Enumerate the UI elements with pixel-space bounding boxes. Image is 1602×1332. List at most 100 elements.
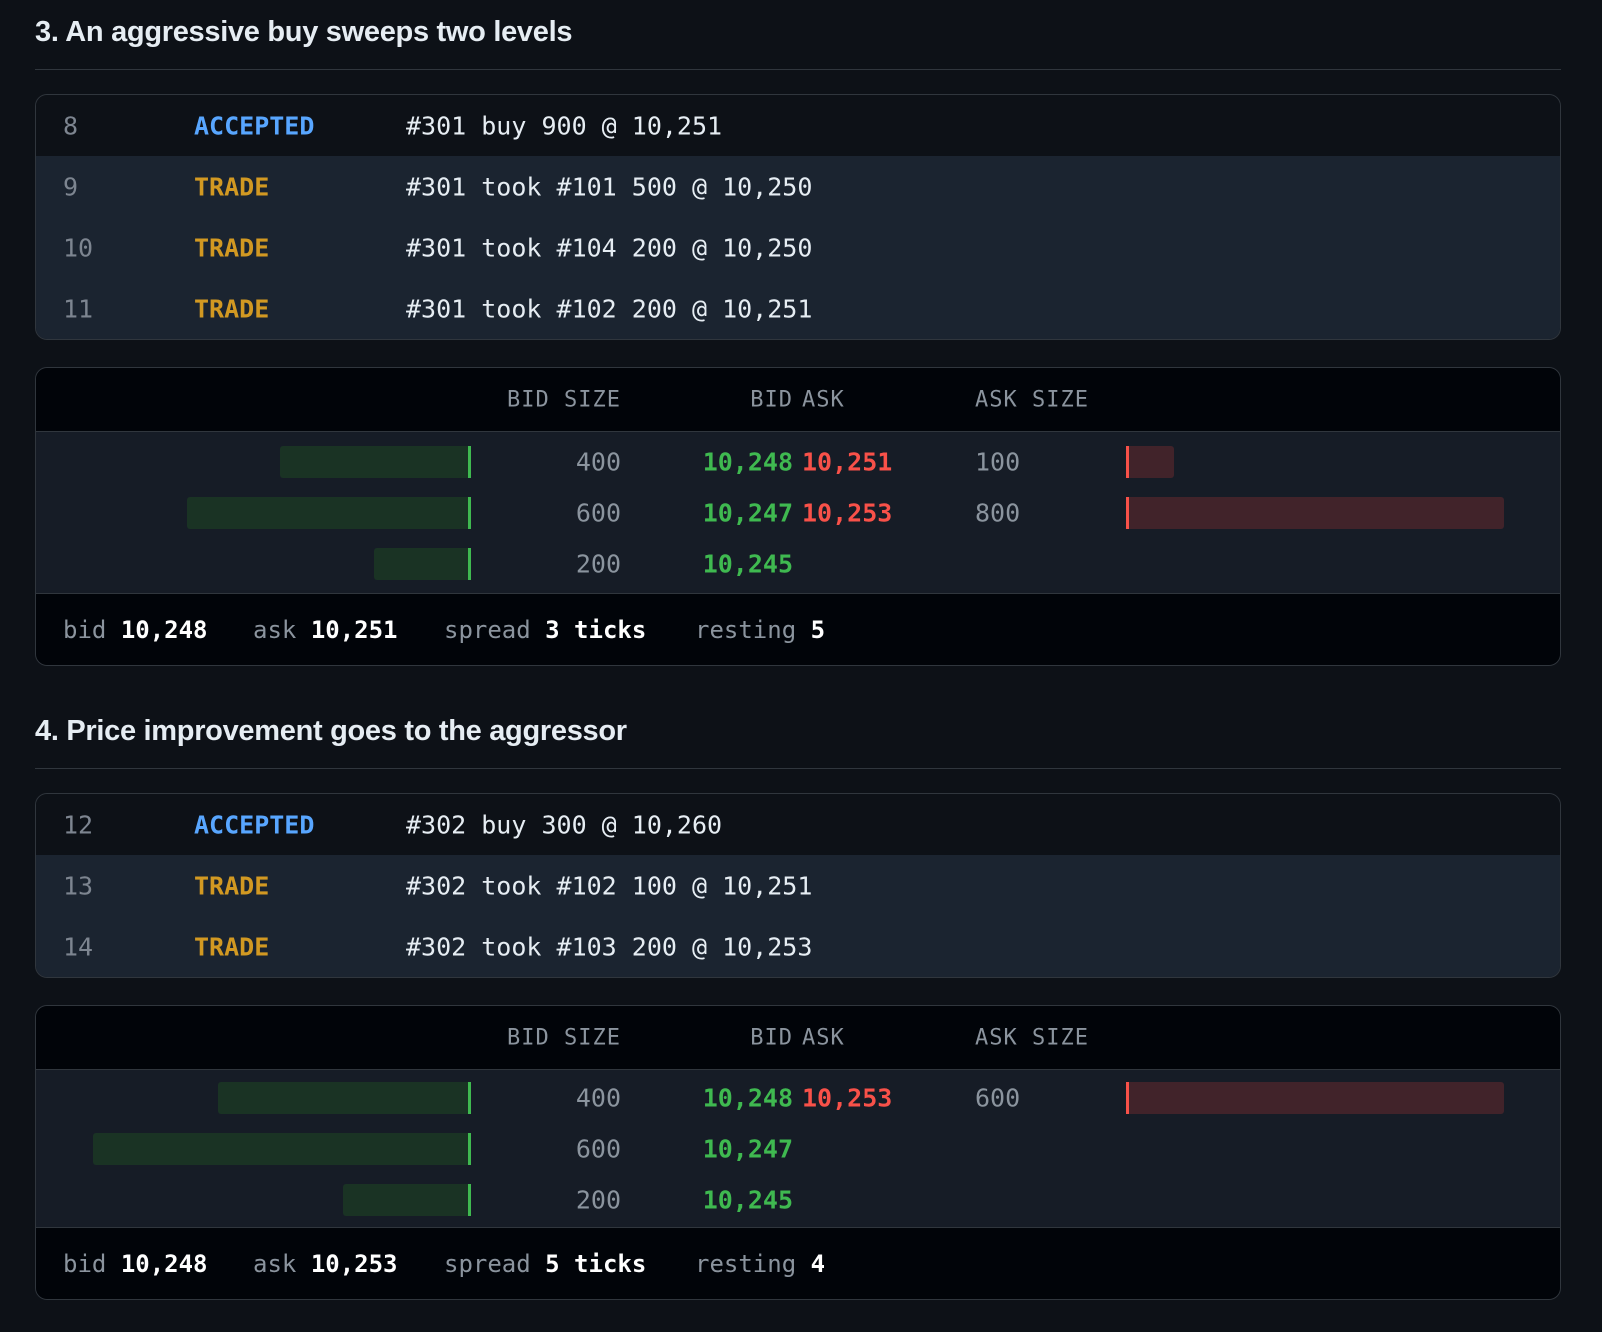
summary-bid: bid 10,248: [63, 1250, 208, 1278]
summary-resting: resting 5: [695, 616, 825, 644]
header-bid-size: BID SIZE: [507, 387, 621, 412]
book-level: 200 10,245: [36, 1174, 1560, 1225]
log-kind: ACCEPTED: [194, 810, 315, 839]
book-level: 600 10,247 10,253 800: [36, 487, 1560, 538]
order-book-levels: 400 10,248 10,251 100 600 10,247 10,253 …: [36, 432, 1560, 593]
log-kind: TRADE: [194, 172, 270, 201]
book-level: 400 10,248 10,251 100: [36, 436, 1560, 487]
bid-price: 10,245: [702, 549, 793, 578]
summary-value: 4: [810, 1249, 826, 1278]
summary-label: bid: [63, 615, 107, 644]
log-seq: 11: [63, 294, 94, 323]
bid-depth-bar: [93, 1132, 471, 1165]
order-book-levels: 400 10,248 10,253 600 600 10,247 200 10,…: [36, 1070, 1560, 1227]
bid-depth-bar: [187, 496, 471, 529]
summary-label: resting: [695, 1249, 797, 1278]
order-book-header: BID SIZE BID ASK ASK SIZE: [36, 1006, 1560, 1070]
bid-size: 200: [575, 1185, 621, 1214]
log-seq: 10: [63, 233, 94, 262]
log-kind: ACCEPTED: [194, 111, 315, 140]
ask-price: 10,253: [802, 498, 893, 527]
section-title: 4. Price improvement goes to the aggress…: [35, 715, 627, 747]
log-seq: 14: [63, 932, 94, 961]
ask-size: 800: [975, 498, 1021, 527]
log-message: #302 buy 300 @ 10,260: [406, 810, 723, 839]
ask-depth-bar: [1126, 445, 1174, 478]
divider: [35, 69, 1561, 70]
book-level: 600 10,247: [36, 1123, 1560, 1174]
summary-value: 10,248: [120, 1249, 208, 1278]
bid-price: 10,247: [702, 498, 793, 527]
order-book-header: BID SIZE BID ASK ASK SIZE: [36, 368, 1560, 432]
book-level: 200 10,245: [36, 538, 1560, 589]
summary-label: bid: [63, 1249, 107, 1278]
order-book: BID SIZE BID ASK ASK SIZE 400 10,248 10,…: [35, 367, 1561, 666]
log-kind: TRADE: [194, 871, 270, 900]
summary-spread: spread 3 ticks: [444, 616, 646, 644]
order-book-summary: bid 10,248 ask 10,251 spread 3 ticks res…: [36, 593, 1560, 665]
summary-value: 5: [810, 615, 826, 644]
log-kind: TRADE: [194, 233, 270, 262]
log-message: #301 took #101 500 @ 10,250: [406, 172, 813, 201]
summary-value: 10,253: [310, 1249, 398, 1278]
log-seq: 8: [63, 111, 79, 140]
ask-price: 10,251: [802, 447, 893, 476]
summary-value: 5 ticks: [545, 1249, 647, 1278]
ask-size: 100: [975, 447, 1021, 476]
header-ask-size: ASK SIZE: [975, 1025, 1089, 1050]
ask-size: 600: [975, 1083, 1021, 1112]
section-title: 3. An aggressive buy sweeps two levels: [35, 16, 573, 48]
log-seq: 13: [63, 871, 94, 900]
bid-depth-bar: [343, 1183, 471, 1216]
log-message: #301 took #104 200 @ 10,250: [406, 233, 813, 262]
order-book-summary: bid 10,248 ask 10,253 spread 5 ticks res…: [36, 1227, 1560, 1299]
ask-depth-bar: [1126, 496, 1504, 529]
summary-value: 3 ticks: [545, 615, 647, 644]
book-level: 400 10,248 10,253 600: [36, 1072, 1560, 1123]
bid-size: 200: [575, 549, 621, 578]
bid-price: 10,248: [702, 447, 793, 476]
bid-size: 600: [575, 498, 621, 527]
bid-price: 10,245: [702, 1185, 793, 1214]
log-row: 13 TRADE #302 took #102 100 @ 10,251: [36, 855, 1560, 916]
summary-label: ask: [253, 1249, 297, 1278]
summary-resting: resting 4: [695, 1250, 825, 1278]
header-bid: BID: [750, 1025, 793, 1050]
log-row: 11 TRADE #301 took #102 200 @ 10,251: [36, 278, 1560, 339]
summary-label: spread: [444, 1249, 531, 1278]
log-message: #302 took #102 100 @ 10,251: [406, 871, 813, 900]
summary-label: ask: [253, 615, 297, 644]
summary-value: 10,251: [310, 615, 398, 644]
log-message: #301 took #102 200 @ 10,251: [406, 294, 813, 323]
summary-bid: bid 10,248: [63, 616, 208, 644]
bid-price: 10,247: [702, 1134, 793, 1163]
bid-size: 400: [575, 447, 621, 476]
header-ask: ASK: [802, 1025, 845, 1050]
bid-depth-bar: [280, 445, 471, 478]
bid-price: 10,248: [702, 1083, 793, 1112]
summary-label: spread: [444, 615, 531, 644]
log-row: 8 ACCEPTED #301 buy 900 @ 10,251: [36, 95, 1560, 156]
log-kind: TRADE: [194, 294, 270, 323]
event-log: 12 ACCEPTED #302 buy 300 @ 10,260 13 TRA…: [35, 793, 1561, 978]
bid-depth-bar: [218, 1081, 471, 1114]
log-message: #301 buy 900 @ 10,251: [406, 111, 723, 140]
summary-ask: ask 10,251: [253, 616, 398, 644]
summary-ask: ask 10,253: [253, 1250, 398, 1278]
log-seq: 9: [63, 172, 79, 201]
event-log: 8 ACCEPTED #301 buy 900 @ 10,251 9 TRADE…: [35, 94, 1561, 340]
divider: [35, 768, 1561, 769]
ask-price: 10,253: [802, 1083, 893, 1112]
summary-spread: spread 5 ticks: [444, 1250, 646, 1278]
log-seq: 12: [63, 810, 94, 839]
log-kind: TRADE: [194, 932, 270, 961]
ask-depth-bar: [1126, 1081, 1504, 1114]
header-ask-size: ASK SIZE: [975, 387, 1089, 412]
log-row: 14 TRADE #302 took #103 200 @ 10,253: [36, 916, 1560, 977]
header-bid-size: BID SIZE: [507, 1025, 621, 1050]
order-book: BID SIZE BID ASK ASK SIZE 400 10,248 10,…: [35, 1005, 1561, 1300]
log-row: 12 ACCEPTED #302 buy 300 @ 10,260: [36, 794, 1560, 855]
bid-size: 400: [575, 1083, 621, 1112]
summary-value: 10,248: [120, 615, 208, 644]
bid-size: 600: [575, 1134, 621, 1163]
